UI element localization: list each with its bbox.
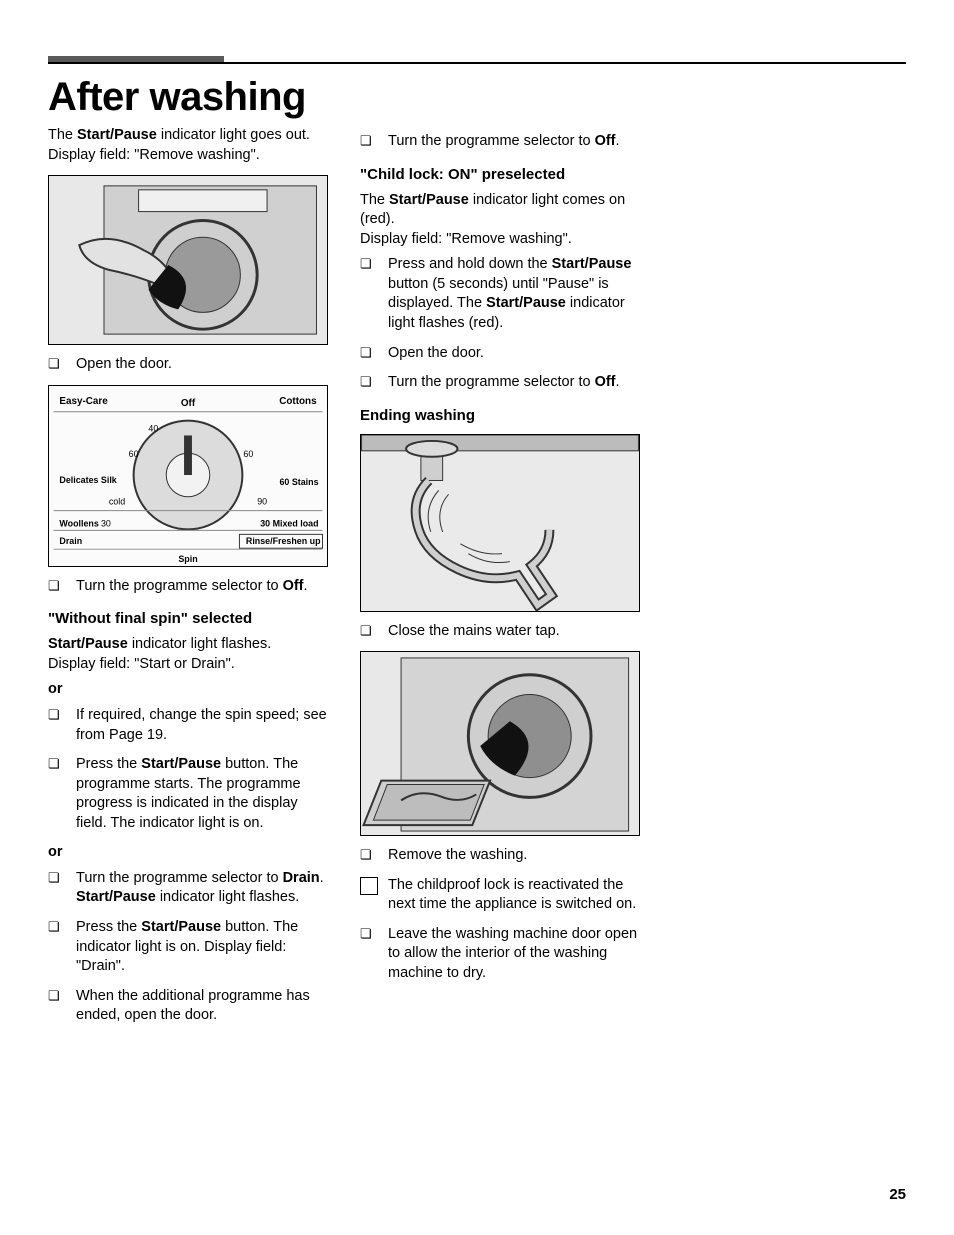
step-turn-off: Turn the programme selector to Off. — [360, 132, 640, 152]
step-open-door: Open the door. — [48, 355, 328, 375]
text: indicator light flashes. — [128, 636, 271, 652]
step-when-additional: When the additional programme has ended,… — [48, 987, 328, 1026]
page-content: After washing The Start/Pause indicator … — [48, 75, 906, 1036]
text: Turn the programme selector to — [76, 578, 283, 594]
illustration-close-tap — [360, 434, 640, 612]
paragraph: Start/Pause indicator light flashes. — [48, 635, 328, 655]
text: The — [48, 127, 77, 143]
step-list: Open the door. — [48, 355, 328, 375]
svg-text:Cottons: Cottons — [279, 395, 317, 406]
text: Press the — [76, 756, 141, 772]
text: Turn the programme selector to — [388, 374, 595, 390]
start-pause-term: Start/Pause — [141, 756, 221, 772]
subheading-child-lock: "Child lock: ON" preselected — [360, 166, 640, 183]
or-separator: or — [48, 843, 328, 863]
page-number: 25 — [889, 1186, 906, 1203]
text: . — [616, 374, 620, 390]
svg-text:60: 60 — [243, 449, 253, 459]
column-left: The Start/Pause indicator light goes out… — [48, 126, 328, 1036]
svg-text:Off: Off — [181, 397, 196, 408]
illustration-open-door — [48, 175, 328, 345]
svg-text:Easy-Care: Easy-Care — [59, 395, 108, 406]
note-icon — [360, 877, 378, 895]
step-list: Press and hold down the Start/Pause butt… — [360, 255, 640, 392]
columns: The Start/Pause indicator light goes out… — [48, 126, 906, 1036]
start-pause-term: Start/Pause — [141, 919, 221, 935]
start-pause-term: Start/Pause — [48, 636, 128, 652]
svg-text:cold: cold — [109, 496, 125, 506]
text: . — [616, 133, 620, 149]
text: Turn the programme selector to — [76, 870, 283, 886]
svg-text:Spin: Spin — [178, 554, 197, 564]
svg-text:Rinse/Freshen up: Rinse/Freshen up — [246, 536, 321, 546]
start-pause-term: Start/Pause — [552, 256, 632, 272]
intro-paragraph: The Start/Pause indicator light goes out… — [48, 126, 328, 146]
note-text: The childproof lock is reactivated the n… — [388, 876, 640, 915]
step-list: Turn the programme selector to Off. — [360, 132, 640, 152]
step-list: Close the mains water tap. — [360, 622, 640, 642]
svg-text:90: 90 — [257, 496, 267, 506]
off-term: Off — [595, 133, 616, 149]
illustration-remove-washing — [360, 651, 640, 836]
illustration-programme-dial: Off Easy-Care Cottons Delicates Silk 60 … — [48, 385, 328, 567]
column-right: Turn the programme selector to Off. "Chi… — [360, 126, 640, 1036]
start-pause-term: Start/Pause — [77, 127, 157, 143]
page-title: After washing — [48, 75, 906, 120]
step-press-start: Press the Start/Pause button. The progra… — [48, 755, 328, 833]
step-leave-door-open: Leave the washing machine door open to a… — [360, 925, 640, 984]
start-pause-term: Start/Pause — [76, 889, 156, 905]
svg-text:30 Mixed load: 30 Mixed load — [260, 518, 318, 528]
svg-text:Delicates Silk: Delicates Silk — [59, 475, 116, 485]
subheading-without-final-spin: "Without final spin" selected — [48, 610, 328, 627]
display-field-line: Display field: "Remove washing". — [360, 230, 640, 250]
svg-text:30: 30 — [101, 518, 111, 528]
text: Press the — [76, 919, 141, 935]
drain-term: Drain — [283, 870, 320, 886]
step-remove-washing: Remove the washing. — [360, 846, 640, 866]
step-list: Remove the washing. — [360, 846, 640, 866]
text: . — [304, 578, 308, 594]
text: Turn the programme selector to — [388, 133, 595, 149]
subheading-ending-washing: Ending washing — [360, 407, 640, 424]
text: The — [360, 192, 389, 208]
off-term: Off — [283, 578, 304, 594]
step-list: If required, change the spin speed; see … — [48, 706, 328, 833]
off-term: Off — [595, 374, 616, 390]
step-turn-off-2: Turn the programme selector to Off. — [360, 373, 640, 393]
header-rule — [48, 62, 906, 64]
start-pause-term: Start/Pause — [389, 192, 469, 208]
text: . — [320, 870, 324, 886]
text: Press and hold down the — [388, 256, 552, 272]
step-turn-off: Turn the programme selector to Off. — [48, 577, 328, 597]
svg-text:60: 60 — [129, 449, 139, 459]
note-childproof: The childproof lock is reactivated the n… — [360, 876, 640, 915]
step-drain: Turn the programme selector to Drain. St… — [48, 869, 328, 908]
step-list: Turn the programme selector to Drain. St… — [48, 869, 328, 1026]
step-open-door: Open the door. — [360, 344, 640, 364]
step-list: Turn the programme selector to Off. — [48, 577, 328, 597]
display-field-line: Display field: "Remove washing". — [48, 146, 328, 166]
step-change-spin: If required, change the spin speed; see … — [48, 706, 328, 745]
text: indicator light flashes. — [156, 889, 299, 905]
step-close-tap: Close the mains water tap. — [360, 622, 640, 642]
step-hold-start-pause: Press and hold down the Start/Pause butt… — [360, 255, 640, 333]
svg-text:60 Stains: 60 Stains — [279, 477, 318, 487]
start-pause-term: Start/Pause — [486, 295, 566, 311]
display-field-line: Display field: "Start or Drain". — [48, 655, 328, 675]
step-list: Leave the washing machine door open to a… — [360, 925, 640, 984]
step-press-start-2: Press the Start/Pause button. The indica… — [48, 918, 328, 977]
svg-text:Drain: Drain — [59, 536, 82, 546]
or-separator: or — [48, 680, 328, 700]
text: indicator light goes out. — [157, 127, 310, 143]
svg-text:40: 40 — [148, 423, 158, 433]
svg-text:Woollens: Woollens — [59, 518, 98, 528]
paragraph: The Start/Pause indicator light comes on… — [360, 191, 640, 230]
